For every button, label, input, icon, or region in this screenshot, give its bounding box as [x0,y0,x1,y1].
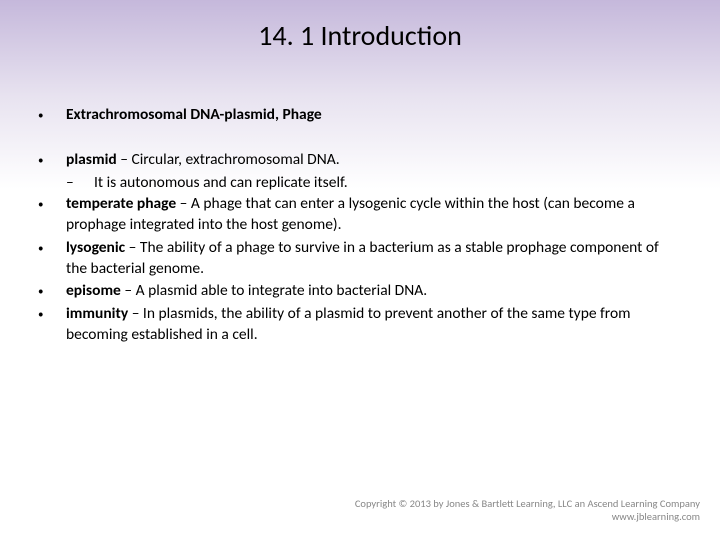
footer-url: www.jblearning.com [355,510,700,524]
list-item: • temperate phage – A phage that can ent… [38,194,682,236]
list-item: • immunity – In plasmids, the ability of… [38,304,682,346]
bullet-icon: • [38,304,66,346]
list-item: • episome – A plasmid able to integrate … [38,281,682,302]
sep: – [117,150,132,169]
definition: Circular, extrachromosomal DNA. [131,150,339,169]
item-text: immunity – In plasmids, the ability of a… [66,304,682,346]
copyright-line: Copyright © 2013 by Jones & Bartlett Lea… [355,497,700,511]
sub-bullet-icon: – [66,173,94,194]
sub-item: – It is autonomous and can replicate its… [38,173,682,194]
bullet-icon: • [38,194,66,236]
sep: – [128,304,143,323]
sep: – [125,238,140,257]
term: immunity [66,304,128,323]
item-text: lysogenic – The ability of a phage to su… [66,238,682,280]
bullet-icon: • [38,150,66,171]
definition: A plasmid able to integrate into bacteri… [136,281,428,300]
copyright-footer: Copyright © 2013 by Jones & Bartlett Lea… [355,497,700,524]
sep: – [121,281,136,300]
term: plasmid [66,150,117,169]
item-text: episome – A plasmid able to integrate in… [66,281,682,302]
term: temperate phage [66,194,176,213]
bullet-icon: • [38,238,66,280]
slide-content: • Extrachromosomal DNA-plasmid, Phage • … [0,53,720,346]
definition: In plasmids, the ability of a plasmid to… [66,304,631,344]
item-text: plasmid – Circular, extrachromosomal DNA… [66,150,682,171]
list-item: • plasmid – Circular, extrachromosomal D… [38,150,682,171]
definition: The ability of a phage to survive in a b… [66,238,659,278]
term: episome [66,281,121,300]
bullet-icon: • [38,281,66,302]
heading-bullet: • Extrachromosomal DNA-plasmid, Phage [38,105,682,126]
bullet-icon: • [38,105,66,126]
item-text: temperate phage – A phage that can enter… [66,194,682,236]
sep: – [176,194,191,213]
heading-text: Extrachromosomal DNA-plasmid, Phage [66,105,682,126]
list-item: • lysogenic – The ability of a phage to … [38,238,682,280]
term: lysogenic [66,238,125,257]
sub-text: It is autonomous and can replicate itsel… [94,173,348,194]
slide-title: 14. 1 Introduction [0,0,720,53]
